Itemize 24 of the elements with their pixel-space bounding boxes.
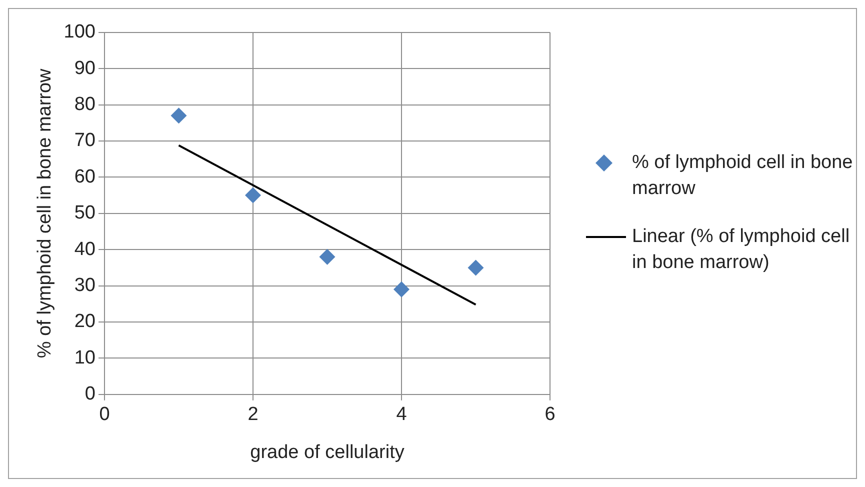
legend-label: % of lymphoid cell in bone marrow xyxy=(632,151,854,201)
point xyxy=(245,187,261,204)
point xyxy=(394,281,410,298)
y-axis-title: % of lymphoid cell in bone marrow xyxy=(34,68,56,358)
point xyxy=(319,248,336,265)
y-tick-label: 90 xyxy=(74,58,96,79)
legend-label: Linear (% of lymphoid cell in bone marrow) xyxy=(632,225,851,275)
y-tick-label: 0 xyxy=(84,384,96,405)
y-tick-label: 10 xyxy=(74,347,96,368)
x-tick-label: 6 xyxy=(544,404,556,426)
y-tick-label: 60 xyxy=(74,166,96,188)
y-tick-label: 30 xyxy=(74,275,96,296)
x-axis-title: grade of cellularity xyxy=(250,442,405,463)
y-tick-label: 40 xyxy=(74,238,96,260)
point xyxy=(170,108,187,124)
y-tick-label: 20 xyxy=(74,311,96,332)
x-tick-label: 4 xyxy=(396,404,408,426)
y-tick-label: 80 xyxy=(74,94,96,116)
y-tick-label: 100 xyxy=(64,22,96,43)
x-tick-label: 2 xyxy=(248,404,258,426)
y-tick-label: 70 xyxy=(74,130,96,152)
point xyxy=(468,260,484,276)
x-tick-label: 0 xyxy=(99,404,110,426)
y-tick-label: 50 xyxy=(74,202,96,224)
